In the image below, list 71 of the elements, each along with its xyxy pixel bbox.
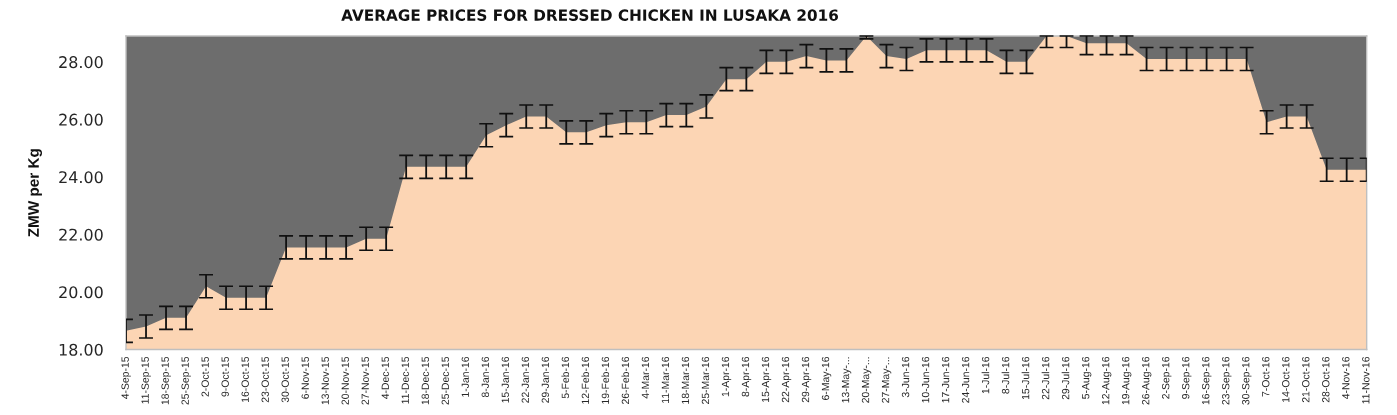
x-tick-label: 15-Jul-16 bbox=[1021, 356, 1030, 400]
x-tick-label: 27-May-... bbox=[881, 357, 892, 403]
x-tick-label: 3-Jun-16 bbox=[901, 356, 910, 398]
x-tick-label: 18-Sep-15 bbox=[161, 356, 171, 405]
x-tick-label: 25-Mar-16 bbox=[701, 356, 710, 404]
x-tick-label: 8-Apr-16 bbox=[741, 356, 752, 397]
x-tick-label: 15-Apr-16 bbox=[761, 356, 772, 402]
x-tick-label: 25-Sep-15 bbox=[181, 356, 191, 405]
x-tick-label: 29-Jul-16 bbox=[1061, 356, 1070, 400]
x-tick-label: 18-Mar-16 bbox=[681, 356, 690, 404]
x-tick-label: 29-Jan-16 bbox=[541, 356, 550, 403]
x-tick-label: 4-Nov-16 bbox=[1342, 356, 1350, 400]
x-tick-label: 8-Jan-16 bbox=[481, 356, 489, 398]
x-tick-label: 14-Oct-16 bbox=[1282, 356, 1290, 402]
x-tick-label: 26-Feb-16 bbox=[621, 356, 630, 404]
x-tick-label: 11-Dec-15 bbox=[401, 356, 409, 404]
y-tick-label: 28.00 bbox=[59, 56, 103, 69]
x-tick-label: 12-Feb-16 bbox=[581, 356, 590, 404]
x-tick-label: 4-Sep-15 bbox=[121, 356, 131, 400]
x-tick-label: 19-Feb-16 bbox=[601, 356, 610, 404]
x-tick-label: 28-Oct-16 bbox=[1322, 356, 1330, 403]
x-tick-label: 8-Jul-16 bbox=[1001, 356, 1010, 394]
x-tick-label: 2-Sep-16 bbox=[1162, 356, 1172, 399]
x-tick-label: 16-Oct-15 bbox=[241, 356, 249, 402]
x-tick-label: 2-Oct-15 bbox=[201, 356, 209, 397]
x-tick-label: 19-Aug-16 bbox=[1121, 356, 1132, 405]
x-tick-label: 6-May-16 bbox=[821, 356, 832, 400]
x-tick-label: 18-Dec-15 bbox=[421, 356, 429, 405]
y-tick-label: 26.00 bbox=[59, 113, 103, 126]
y-tick-label: 24.00 bbox=[59, 171, 103, 184]
y-axis-title: ZMW per Kg bbox=[28, 149, 43, 237]
x-tick-label: 7-Oct-16 bbox=[1262, 356, 1270, 397]
x-tick-label: 30-Sep-16 bbox=[1242, 356, 1252, 405]
x-tick-label: 6-Nov-15 bbox=[301, 356, 309, 399]
x-tick-label: 26-Aug-16 bbox=[1141, 356, 1152, 405]
x-tick-label: 22-Apr-16 bbox=[781, 356, 792, 403]
y-tick-label: 18.00 bbox=[59, 343, 103, 356]
x-tick-label: 1-Apr-16 bbox=[721, 356, 732, 397]
x-tick-label: 23-Oct-15 bbox=[261, 356, 269, 403]
x-tick-label: 13-May-... bbox=[841, 357, 852, 403]
x-tick-label: 27-Nov-15 bbox=[361, 356, 369, 405]
x-tick-label: 22-Jan-16 bbox=[521, 356, 530, 403]
x-tick-label: 15-Jan-16 bbox=[501, 356, 510, 403]
x-tick-label: 20-Nov-15 bbox=[341, 356, 349, 405]
x-tick-label: 24-Jun-16 bbox=[961, 356, 970, 403]
x-tick-label: 17-Jun-16 bbox=[941, 356, 950, 403]
x-tick-label: 4-Mar-16 bbox=[641, 356, 650, 399]
x-tick-label: 20-May-... bbox=[861, 357, 872, 403]
x-tick-label: 5-Aug-16 bbox=[1081, 356, 1092, 399]
y-tick-label: 20.00 bbox=[59, 286, 103, 299]
x-tick-label: 12-Aug-16 bbox=[1101, 356, 1112, 405]
x-tick-label: 11-Mar-16 bbox=[661, 356, 670, 403]
x-tick-label: 25-Dec-15 bbox=[441, 356, 449, 405]
y-tick-label: 22.00 bbox=[59, 228, 103, 241]
x-tick-label: 9-Oct-15 bbox=[221, 356, 229, 397]
x-tick-label: 9-Sep-16 bbox=[1182, 356, 1192, 399]
x-tick-label: 11-Nov-16 bbox=[1362, 356, 1370, 404]
chart-title: AVERAGE PRICES FOR DRESSED CHICKEN IN LUSAKA 2016 bbox=[341, 9, 839, 21]
x-tick-label: 11-Sep-15 bbox=[141, 356, 151, 404]
x-tick-label: 29-Apr-16 bbox=[801, 356, 812, 403]
x-tick-label: 5-Feb-16 bbox=[561, 356, 570, 399]
x-tick-label: 4-Dec-15 bbox=[381, 356, 389, 400]
x-tick-label: 16-Sep-16 bbox=[1202, 356, 1212, 405]
x-tick-label: 30-Oct-15 bbox=[281, 356, 289, 403]
x-tick-label: 1-Jul-16 bbox=[981, 356, 990, 394]
x-tick-label: 23-Sep-16 bbox=[1222, 356, 1232, 405]
x-tick-label: 13-Nov-15 bbox=[321, 356, 329, 405]
x-tick-label: 21-Oct-16 bbox=[1302, 356, 1310, 403]
x-tick-label: 22-Jul-16 bbox=[1041, 356, 1050, 400]
x-tick-label: 10-Jun-16 bbox=[921, 356, 930, 403]
x-tick-label: 1-Jan-16 bbox=[461, 356, 469, 397]
